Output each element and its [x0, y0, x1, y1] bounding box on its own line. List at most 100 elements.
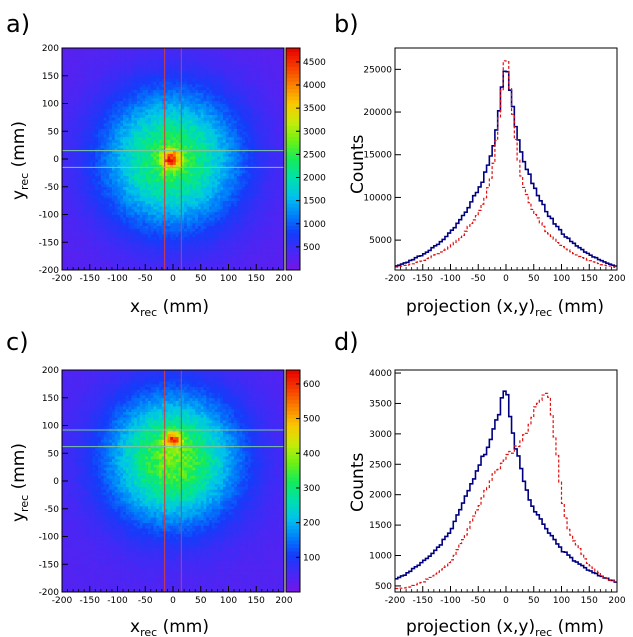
heatmap-cell — [195, 245, 199, 249]
heatmap-cell — [84, 200, 88, 204]
heatmap-cell — [92, 56, 96, 60]
heatmap-cell — [214, 111, 218, 115]
heatmap-cell — [136, 170, 141, 174]
heatmap-cell — [173, 120, 177, 124]
heatmap-cell — [222, 86, 227, 91]
heatmap-cell — [159, 172, 163, 177]
heatmap-cell — [178, 120, 182, 124]
heatmap-cell — [197, 250, 202, 254]
heatmap-cell — [203, 242, 207, 246]
heatmap-cell — [228, 75, 232, 79]
heatmap-cell — [181, 67, 185, 71]
heatmap-cell — [134, 86, 138, 91]
heatmap-cell — [103, 164, 107, 168]
heatmap-cell — [184, 56, 188, 60]
heatmap-cell — [192, 114, 196, 118]
heatmap-cell — [209, 95, 213, 99]
heatmap-cell — [181, 72, 185, 77]
heatmap-cell — [148, 89, 152, 93]
heatmap-cell — [192, 183, 196, 188]
heatmap-cell — [131, 245, 135, 249]
heatmap-cell — [128, 86, 132, 91]
heatmap-cell — [153, 86, 157, 91]
heatmap-cell — [203, 206, 207, 210]
heatmap-cell — [98, 89, 102, 93]
heatmap-cell — [195, 97, 199, 102]
heatmap-cell — [200, 183, 204, 188]
heatmap-cell — [181, 236, 185, 240]
heatmap-cell — [123, 256, 127, 260]
heatmap-cell — [189, 206, 193, 210]
heatmap-cell — [73, 178, 77, 182]
heatmap-cell — [228, 153, 232, 157]
heatmap-cell — [184, 181, 188, 185]
heatmap-cell — [114, 111, 118, 115]
heatmap-cell — [178, 181, 182, 185]
heatmap-cell — [217, 175, 221, 179]
heatmap-cell — [153, 117, 157, 121]
heatmap-cell — [167, 203, 171, 207]
heatmap-cell — [117, 84, 121, 88]
heatmap-cell — [156, 48, 160, 52]
heatmap-cell — [106, 147, 110, 152]
heatmap-cell — [142, 111, 146, 115]
heatmap-cell — [197, 164, 202, 168]
heatmap-cell — [167, 64, 171, 68]
heatmap-cell — [211, 61, 216, 66]
heatmap-cell — [136, 64, 141, 68]
heatmap-cell — [136, 206, 141, 210]
heatmap-cell — [167, 142, 171, 146]
heatmap-cell — [75, 100, 80, 104]
heatmap-cell — [231, 250, 235, 254]
heatmap-cell — [98, 167, 102, 171]
heatmap-cell — [136, 159, 141, 163]
heatmap-cell — [220, 214, 224, 218]
heatmap-cell — [209, 156, 213, 160]
heatmap-cell — [78, 136, 82, 140]
heatmap-cell — [117, 200, 121, 204]
heatmap-cell — [206, 183, 210, 188]
heatmap-cell — [145, 206, 149, 210]
heatmap-cell — [145, 253, 149, 257]
heatmap-cell — [186, 250, 191, 254]
heatmap-cell — [67, 92, 71, 96]
heatmap-cell — [95, 120, 99, 124]
heatmap-cell — [95, 183, 99, 188]
heatmap-cell — [123, 136, 127, 140]
heatmap-cell — [103, 61, 107, 66]
heatmap-cell — [67, 181, 71, 185]
heatmap-cell — [203, 161, 207, 165]
heatmap-cell — [75, 117, 80, 121]
heatmap-cell — [184, 267, 188, 271]
heatmap-cell — [209, 258, 213, 263]
heatmap-cell — [103, 189, 107, 193]
heatmap-cell — [150, 61, 154, 66]
heatmap-cell — [150, 103, 154, 107]
heatmap-cell — [214, 117, 218, 121]
heatmap-cell — [148, 111, 152, 115]
heatmap-cell — [92, 186, 96, 190]
heatmap-cell — [106, 100, 110, 104]
heatmap-cell — [134, 153, 138, 157]
heatmap-cell — [184, 122, 188, 127]
heatmap-cell — [222, 267, 227, 271]
heatmap-cell — [159, 197, 163, 202]
heatmap-cell — [189, 186, 193, 190]
heatmap-cell — [111, 136, 116, 140]
heatmap-cell — [84, 183, 88, 188]
heatmap-cell — [209, 206, 213, 210]
heatmap-cell — [222, 186, 227, 190]
heatmap-cell — [142, 253, 146, 257]
heatmap-cell — [139, 167, 143, 171]
heatmap-cell — [150, 147, 154, 152]
heatmap-cell — [142, 214, 146, 218]
heatmap-cell — [103, 206, 107, 210]
heatmap-cell — [128, 117, 132, 121]
heatmap-cell — [164, 228, 168, 232]
heatmap-cell — [62, 61, 66, 66]
heatmap-cell — [111, 72, 116, 77]
heatmap-cell — [186, 103, 191, 107]
heatmap-cell — [125, 117, 129, 121]
heatmap-cell — [164, 78, 168, 82]
heatmap-cell — [103, 222, 107, 226]
